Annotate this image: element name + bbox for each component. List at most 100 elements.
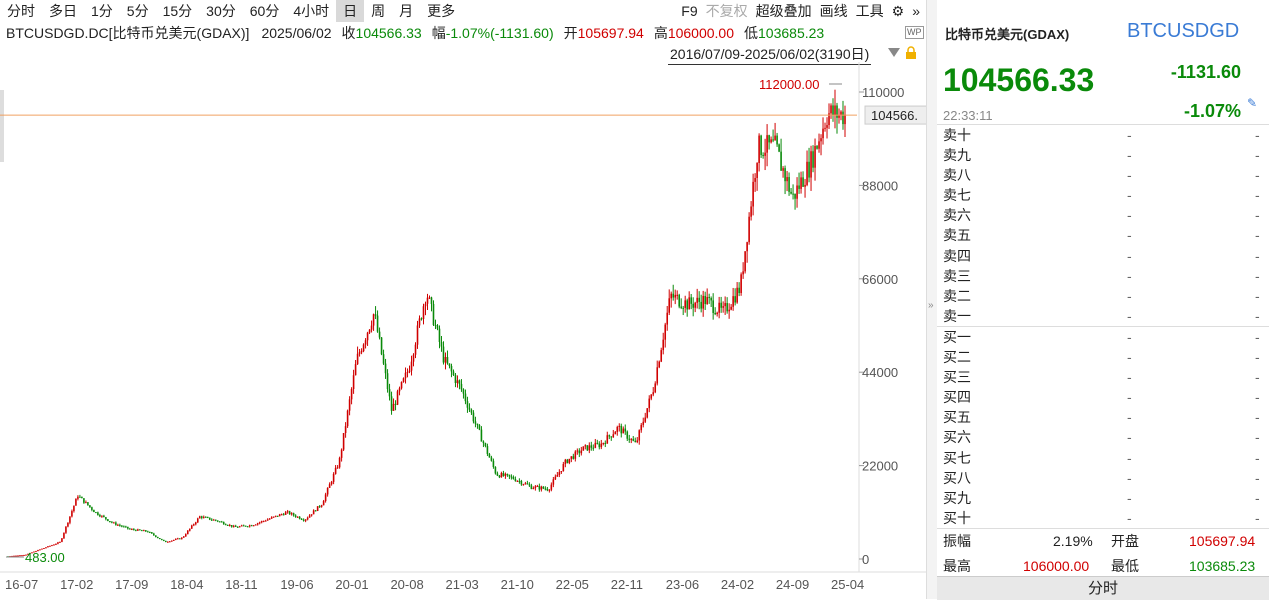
candle-body: [660, 350, 663, 362]
candle-body: [27, 553, 29, 555]
candle-body: [173, 539, 175, 541]
candle-body: [19, 555, 21, 557]
candle-body: [244, 525, 247, 527]
period-tab[interactable]: 更多: [427, 3, 456, 19]
candle-body: [382, 354, 385, 364]
candle-body: [504, 473, 507, 476]
toolbar-draw-button[interactable]: 画线: [819, 3, 848, 19]
wp-icon[interactable]: WP: [905, 26, 924, 39]
period-tab[interactable]: 月: [399, 3, 414, 19]
candle-body: [131, 529, 133, 531]
candle-body: [460, 383, 463, 390]
tab-intraday[interactable]: 分时: [937, 576, 1269, 600]
quote-info-bar: BTCUSDGD.DC[比特币兑美元(GDAX)] 2025/06/02 收 1…: [6, 23, 828, 43]
candle-body: [792, 193, 794, 195]
candle-body: [506, 473, 509, 475]
x-tick-label: 24-02: [721, 577, 754, 592]
close-value: 104566.33: [355, 25, 422, 41]
period-toolbar: 分时 多日 1分 5分 15分 30分 60分 4小时日周月更多 F9 不复权 超级叠加 画线 工具 ⚙ »: [0, 0, 926, 22]
level-volume: -: [1255, 449, 1260, 466]
candle-body: [458, 380, 461, 384]
candle-body: [306, 517, 309, 520]
lock-icon[interactable]: [905, 46, 917, 65]
open-value: 105697.94: [577, 25, 644, 41]
candle-body: [700, 301, 702, 309]
level-price: -: [1127, 147, 1132, 164]
candle-body: [472, 412, 475, 422]
order-book-row: 买九 - -: [937, 488, 1269, 508]
candle-body: [117, 524, 119, 526]
period-tab[interactable]: 日: [336, 0, 365, 22]
candle-body: [282, 514, 285, 516]
period-tab[interactable]: 60分: [249, 3, 280, 19]
level-price: -: [1127, 349, 1132, 366]
toolbar-restore-button[interactable]: 不复权: [705, 3, 748, 19]
candle-body: [113, 522, 115, 524]
candle-body: [424, 303, 427, 307]
period-tab[interactable]: 5分: [126, 3, 149, 19]
collapse-arrow-icon[interactable]: »: [928, 300, 934, 311]
period-tab[interactable]: 15分: [162, 3, 193, 19]
period-tab[interactable]: 4小时: [293, 3, 330, 19]
instrument-name: 比特币兑美元(GDAX): [945, 27, 1070, 42]
candle-body: [592, 447, 595, 449]
candle-body: [338, 457, 341, 468]
candle-body: [556, 475, 559, 477]
date-range-selector[interactable]: 2016/07/09-2025/06/02(3190日): [668, 44, 872, 65]
candle-body: [157, 537, 159, 539]
level-volume: -: [1255, 328, 1260, 345]
level-volume: -: [1255, 147, 1260, 164]
candle-body: [502, 473, 505, 476]
dropdown-triangle-icon[interactable]: [888, 48, 900, 57]
period-tab[interactable]: 1分: [91, 3, 113, 19]
period-tab[interactable]: 周: [371, 3, 386, 19]
candle-body: [768, 135, 770, 143]
candle-body: [182, 536, 185, 538]
x-tick-label: 22-05: [556, 577, 589, 592]
candle-body: [214, 519, 217, 521]
candle-body: [240, 525, 243, 527]
candle-body: [644, 417, 647, 422]
period-tab[interactable]: 分时: [7, 3, 35, 19]
settings-gear-icon[interactable]: ⚙: [891, 2, 905, 19]
level-label: 买五: [943, 409, 971, 426]
candle-body: [272, 516, 275, 518]
candle-body: [43, 548, 45, 550]
candle-body: [802, 177, 804, 187]
toolbar-f9-button[interactable]: F9: [681, 3, 698, 19]
candle-body: [196, 518, 199, 523]
candle-body: [778, 144, 780, 152]
amplitude-value: 2.19%: [1053, 533, 1093, 549]
candle-body: [135, 529, 137, 531]
edit-icon[interactable]: ✎: [1246, 96, 1257, 110]
candle-body: [228, 525, 231, 527]
candle-body: [806, 161, 808, 185]
candle-body: [616, 427, 619, 432]
kline-chart[interactable]: 110000 88000 66000 44000 22000 0 16-07 17-02 17-…: [0, 62, 926, 599]
candle-body: [392, 403, 395, 411]
level-volume: -: [1255, 307, 1260, 324]
level-volume: -: [1255, 369, 1260, 386]
candle-body: [674, 294, 677, 298]
candle-body: [268, 518, 271, 520]
candle-body: [186, 530, 189, 535]
period-tab[interactable]: 多日: [49, 3, 77, 19]
candle-body: [782, 168, 784, 171]
toolbar-tools-button[interactable]: 工具: [855, 3, 884, 19]
candle-body: [159, 538, 161, 540]
level-volume: -: [1255, 167, 1260, 184]
panel-divider[interactable]: »: [926, 0, 937, 599]
candle-body: [163, 539, 165, 541]
candle-body: [91, 507, 93, 510]
candle-body: [696, 297, 698, 303]
toolbar-overlay-button[interactable]: 超级叠加: [755, 3, 812, 19]
period-tab[interactable]: 30分: [206, 3, 236, 19]
candle-body: [250, 525, 253, 527]
candle-body: [568, 458, 571, 463]
candle-body: [812, 151, 814, 168]
expand-arrows-icon[interactable]: »: [912, 3, 920, 19]
candle-body: [830, 105, 832, 114]
candle-body: [165, 540, 167, 543]
candle-body: [400, 381, 403, 389]
candle-body: [608, 435, 611, 437]
